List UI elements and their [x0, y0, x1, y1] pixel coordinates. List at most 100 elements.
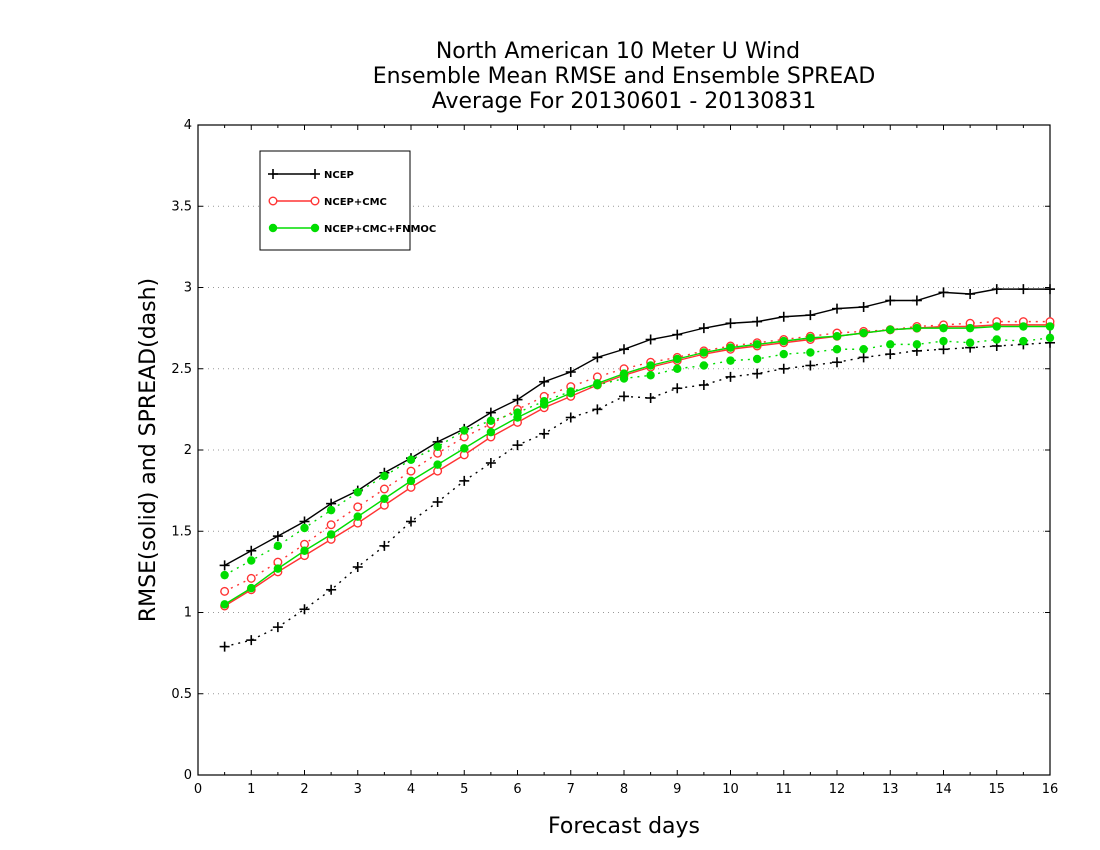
series-line-spread-ncep-cmc-fnmoc — [224, 337, 1051, 576]
point-spread-ncep-cmc-fnmoc-15 — [619, 374, 629, 383]
y-tick-label-4: 2 — [184, 443, 192, 458]
chart-title: North American 10 Meter U Wind Ensemble … — [373, 39, 876, 114]
point-rmse-ncep-27 — [938, 287, 949, 298]
point-spread-ncep-4 — [326, 584, 337, 595]
point-spread-ncep-cmc-fnmoc-0 — [220, 570, 229, 580]
x-tick-label-1: 1 — [247, 782, 255, 797]
y-tick-label-0: 0 — [184, 768, 192, 783]
point-spread-ncep-cmc-fnmoc-7 — [406, 455, 416, 464]
point-rmse-ncep-cmc-fnmoc-7 — [406, 476, 416, 486]
point-spread-ncep-14 — [592, 404, 603, 415]
point-rmse-ncep-cmc-fnmoc-25 — [886, 325, 895, 334]
point-rmse-ncep-23 — [832, 303, 842, 314]
point-spread-ncep-cmc-fnmoc-18 — [699, 361, 709, 370]
point-spread-ncep-cmc-fnmoc-8 — [433, 442, 442, 451]
x-tick-label-10: 10 — [722, 782, 739, 797]
point-spread-ncep-18 — [698, 380, 709, 390]
legend-label-1: NCEP+CMC — [324, 197, 387, 208]
point-spread-ncep-cmc-fnmoc-24 — [859, 345, 868, 354]
point-rmse-ncep-cmc-fnmoc-5 — [353, 512, 362, 521]
point-rmse-ncep-cmc-fnmoc-16 — [646, 361, 655, 370]
point-spread-ncep-17 — [672, 383, 683, 394]
point-spread-ncep-cmc-fnmoc-13 — [566, 387, 575, 396]
point-rmse-ncep-29 — [991, 284, 1002, 295]
point-rmse-ncep-cmc-fnmoc-10 — [486, 427, 496, 437]
point-spread-ncep-cmc-fnmoc-31 — [1045, 333, 1055, 343]
point-spread-ncep-25 — [885, 349, 896, 360]
point-spread-ncep-0 — [219, 641, 230, 652]
point-spread-ncep-11 — [512, 440, 523, 451]
point-rmse-ncep-17 — [672, 329, 683, 340]
point-rmse-ncep-16 — [645, 334, 656, 345]
y-tick-label-6: 3 — [184, 281, 192, 296]
point-spread-ncep-cmc-fnmoc-4 — [326, 505, 336, 515]
x-tick-label-3: 3 — [354, 782, 362, 797]
y-tick-label-1: 0.5 — [171, 687, 192, 702]
x-tick-label-0: 0 — [194, 782, 202, 797]
chart-title-line-3: Average For 20130601 - 20130831 — [432, 89, 817, 114]
point-rmse-ncep-0 — [219, 560, 230, 571]
y-axis-label: RMSE(solid) and SPREAD(dash) — [136, 278, 161, 622]
x-tick-label-8: 8 — [620, 782, 628, 797]
x-tick-label-15: 15 — [988, 782, 1005, 797]
point-rmse-ncep-cmc-fnmoc-21 — [779, 336, 788, 346]
point-rmse-ncep-cmc-fnmoc-28 — [965, 323, 975, 333]
point-spread-ncep-cmc-fnmoc-17 — [673, 364, 682, 373]
point-spread-ncep-19 — [725, 371, 736, 382]
point-spread-ncep-cmc-fnmoc-22 — [806, 348, 815, 357]
x-tick-label-14: 14 — [935, 782, 952, 797]
point-spread-ncep-cmc-fnmoc-23 — [832, 345, 842, 354]
point-rmse-ncep-cmc-fnmoc-8 — [433, 460, 442, 469]
point-rmse-ncep-10 — [485, 407, 496, 418]
point-rmse-ncep-cmc-fnmoc-0 — [220, 600, 229, 609]
point-rmse-ncep-28 — [965, 289, 976, 299]
point-rmse-ncep-cmc-fnmoc-26 — [912, 323, 922, 333]
point-spread-ncep-cmc-fnmoc-16 — [646, 371, 655, 380]
legend-marker-start-1 — [268, 196, 278, 206]
y-tick-label-3: 1.5 — [171, 524, 192, 539]
legend-marker-end-0 — [310, 169, 320, 179]
legend-marker-start-2 — [268, 223, 278, 233]
point-rmse-ncep-20 — [752, 316, 763, 327]
grid-lines — [198, 205, 1050, 695]
point-rmse-ncep-cmc-fnmoc-20 — [752, 340, 762, 349]
chart-title-line-2: Ensemble Mean RMSE and Ensemble SPREAD — [373, 64, 876, 89]
legend-label-0: NCEP — [324, 170, 354, 181]
point-spread-ncep-cmc-fnmoc-14 — [593, 380, 602, 390]
x-tick-label-4: 4 — [407, 782, 415, 797]
y-tick-label-8: 4 — [184, 118, 192, 133]
point-spread-ncep-cmc-fnmoc-5 — [353, 488, 362, 497]
point-rmse-ncep-cmc-fnmoc-19 — [726, 343, 735, 352]
y-tick-label-5: 2.5 — [171, 362, 192, 377]
point-rmse-ncep-11 — [512, 394, 523, 405]
point-spread-ncep-cmc-fnmoc-12 — [539, 397, 549, 406]
point-spread-ncep-2 — [272, 622, 283, 633]
point-rmse-ncep-15 — [619, 344, 629, 355]
point-rmse-ncep-cmc-fnmoc-30 — [1019, 322, 1028, 331]
point-spread-ncep-16 — [645, 393, 656, 403]
point-rmse-ncep-cmc-fnmoc-24 — [859, 328, 868, 338]
point-spread-ncep-cmc-fnmoc-19 — [726, 356, 735, 365]
point-rmse-ncep-18 — [698, 323, 709, 334]
point-rmse-ncep-24 — [858, 302, 869, 312]
y-tick-label-7: 3.5 — [171, 199, 192, 214]
point-spread-ncep-cmc-0 — [220, 586, 230, 596]
point-spread-ncep-cmc-fnmoc-20 — [752, 354, 762, 364]
point-rmse-ncep-31 — [1045, 284, 1055, 295]
point-spread-ncep-8 — [432, 497, 443, 507]
point-rmse-ncep-cmc-fnmoc-3 — [300, 546, 309, 555]
point-spread-ncep-3 — [299, 604, 310, 615]
point-spread-ncep-cmc-fnmoc-28 — [965, 338, 975, 347]
legend-marker-end-1 — [310, 196, 320, 206]
point-rmse-ncep-cmc-fnmoc-1 — [247, 583, 256, 593]
series-layer — [219, 284, 1055, 652]
x-tick-label-16: 16 — [1042, 782, 1059, 797]
x-tick-label-11: 11 — [775, 782, 792, 797]
point-rmse-ncep-25 — [885, 295, 896, 306]
point-spread-ncep-cmc-fnmoc-1 — [247, 556, 256, 565]
point-spread-ncep-5 — [352, 562, 363, 572]
point-spread-ncep-cmc-fnmoc-10 — [486, 416, 496, 425]
point-spread-ncep-cmc-fnmoc-6 — [380, 471, 389, 481]
